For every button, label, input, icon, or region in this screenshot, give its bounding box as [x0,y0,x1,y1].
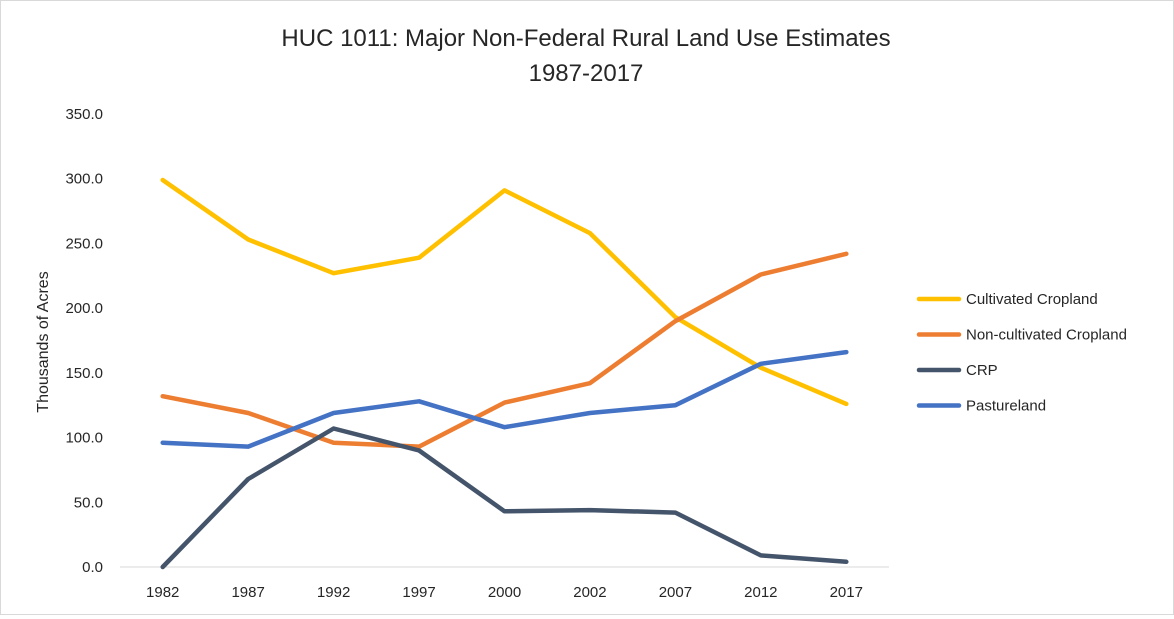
legend-label: Non-cultivated Cropland [966,327,1127,344]
legend-label: CRP [966,362,998,379]
y-tick-labels: 0.0 50.0 100.0 150.0 200.0 250.0 300.0 350.0 [65,106,103,576]
x-tick-label: 1982 [146,584,179,601]
legend-label: Cultivated Cropland [966,291,1098,308]
chart-subtitle: 1987-2017 [529,60,644,87]
x-tick-label: 1987 [231,584,264,601]
series-line-cultivated-cropland [160,177,849,407]
y-tick-label: 200.0 [65,300,103,317]
y-tick-label: 150.0 [65,365,103,382]
series-line-non-cultivated-cropland [160,251,849,449]
y-tick-label: 350.0 [65,106,103,123]
series-line-pastureland [160,349,849,449]
series-lines [160,177,849,570]
y-tick-label: 250.0 [65,235,103,252]
y-tick-label: 50.0 [74,494,103,511]
x-tick-label: 2002 [573,584,606,601]
x-tick-labels: 1982 1987 1992 1997 2000 2002 2007 2012 2017 [146,584,863,601]
x-tick-label: 2000 [488,584,521,601]
x-tick-label: 2017 [830,584,863,601]
series-line-crp [160,426,849,570]
y-axis-title: Thousands of Acres [35,271,52,412]
x-tick-label: 2007 [659,584,692,601]
x-tick-label: 2012 [744,584,777,601]
x-tick-label: 1997 [402,584,435,601]
legend-label: Pastureland [966,398,1046,415]
chart-title: HUC 1011: Major Non-Federal Rural Land U… [281,25,890,52]
y-tick-label: 0.0 [82,559,103,576]
legend: Cultivated Cropland Non-cultivated Cropla… [916,291,1127,415]
y-tick-label: 100.0 [65,430,103,447]
y-tick-label: 300.0 [65,171,103,188]
x-tick-label: 1992 [317,584,350,601]
